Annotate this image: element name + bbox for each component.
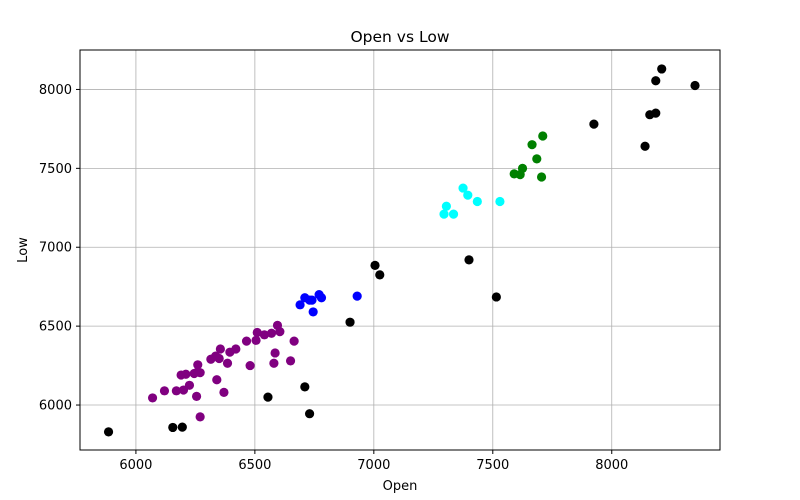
scatter-point	[159, 386, 170, 396]
scatter-point	[269, 358, 279, 368]
scatter-point	[177, 422, 187, 432]
scatter-point	[536, 172, 547, 182]
scatter-point	[345, 317, 355, 327]
scatter-point	[214, 353, 224, 364]
scatter-point	[464, 255, 474, 265]
grid	[80, 50, 720, 450]
scatter-point	[181, 369, 191, 379]
x-tick-label: 6500	[238, 458, 271, 473]
scatter-point	[375, 270, 385, 280]
y-tick-label: 7000	[39, 241, 72, 256]
axis-ticks: 6000 6500 7000 7500 8000 6000 6500 7000 7500 8000	[39, 83, 628, 473]
scatter-point	[308, 307, 318, 317]
x-tick-label: 7500	[476, 458, 509, 473]
scatter-point	[538, 131, 548, 141]
scatter-point	[532, 154, 542, 164]
y-tick-label: 6500	[39, 320, 72, 335]
scatter-point	[168, 422, 178, 433]
x-tick-label: 6000	[119, 458, 152, 473]
x-tick-label: 8000	[595, 458, 628, 473]
scatter-point	[171, 386, 181, 396]
chart-title: Open vs Low	[350, 28, 449, 46]
scatter-point	[295, 300, 305, 310]
data-points	[103, 64, 700, 437]
scatter-point	[472, 196, 482, 207]
x-tick-label: 7000	[357, 458, 390, 473]
scatter-point	[589, 119, 599, 129]
scatter-point	[231, 344, 241, 354]
scatter-point	[448, 209, 459, 219]
scatter-point	[193, 360, 203, 370]
scatter-point	[370, 260, 380, 270]
scatter-point	[289, 336, 299, 346]
scatter-point	[316, 293, 327, 303]
scatter-point	[690, 80, 700, 91]
scatter-point	[263, 392, 273, 402]
scatter-point	[441, 201, 451, 211]
scatter-point	[266, 328, 277, 338]
scatter-point	[191, 391, 202, 401]
scatter-point	[491, 292, 501, 302]
scatter-point	[657, 64, 667, 74]
scatter-point	[241, 336, 252, 346]
y-tick-label: 6000	[39, 399, 72, 414]
scatter-point	[259, 330, 269, 340]
scatter-point	[245, 360, 255, 371]
scatter-point	[651, 76, 661, 86]
scatter-point	[304, 409, 315, 419]
plot-frame	[79, 49, 721, 451]
y-tick-label: 7500	[39, 162, 72, 177]
scatter-point	[439, 209, 449, 219]
scatter-point	[195, 368, 205, 378]
scatter-point	[352, 291, 362, 301]
scatter-point	[651, 108, 661, 118]
scatter-point	[527, 140, 537, 150]
scatter-point	[147, 393, 158, 403]
scatter-point	[222, 358, 233, 368]
scatter-point	[517, 163, 528, 173]
scatter-point	[640, 141, 650, 151]
scatter-point	[195, 412, 205, 422]
scatter-point	[212, 375, 222, 385]
scatter-point	[103, 427, 114, 437]
scatter-point	[252, 327, 262, 338]
scatter-point	[285, 356, 296, 366]
scatter-point	[495, 196, 505, 207]
y-tick-label: 8000	[39, 83, 72, 98]
scatter-point	[215, 344, 225, 354]
y-axis-label: Low	[16, 237, 31, 263]
scatter-point	[458, 183, 468, 193]
scatter-point	[270, 348, 280, 358]
scatter-point	[307, 295, 317, 305]
scatter-point	[184, 380, 195, 390]
scatter-point	[463, 190, 473, 200]
scatter-point	[251, 335, 261, 345]
scatter-point	[300, 382, 310, 392]
x-axis-label: Open	[383, 479, 418, 494]
scatter-point	[275, 327, 285, 337]
scatter-point	[219, 387, 229, 398]
